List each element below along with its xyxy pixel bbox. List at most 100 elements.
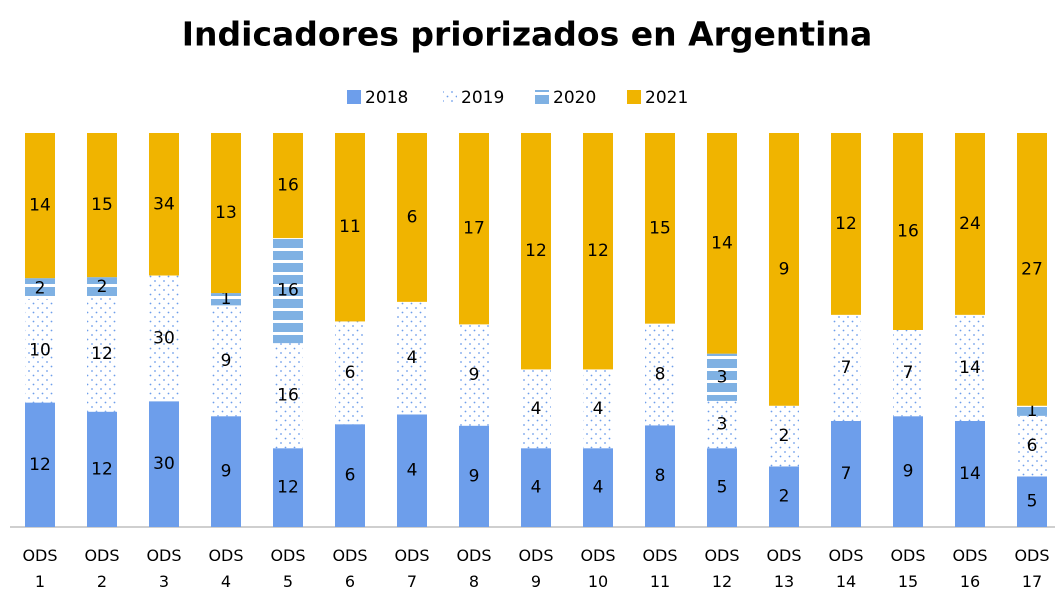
data-label: 11	[339, 217, 361, 237]
legend-swatch	[443, 90, 457, 104]
x-tick-label: ODS 1	[22, 546, 58, 591]
bar-segment	[955, 420, 985, 527]
data-label: 12	[587, 241, 609, 261]
data-label: 13	[215, 203, 237, 223]
bar-segment	[583, 448, 613, 527]
bar-segment	[149, 133, 179, 276]
x-tick-label: ODS 9	[518, 546, 554, 591]
bar-segment	[87, 411, 117, 527]
bar-segment	[273, 343, 303, 449]
bar-segment	[211, 133, 241, 294]
data-label: 16	[277, 281, 299, 301]
data-label: 2	[779, 487, 790, 507]
data-label: 24	[959, 214, 981, 234]
bar-segment	[459, 425, 489, 527]
x-tick-label: ODS 14	[828, 546, 864, 591]
data-label: 9	[779, 259, 790, 279]
data-label: 6	[345, 363, 356, 383]
x-tick-label: ODS 6	[332, 546, 368, 591]
data-label: 5	[1027, 492, 1038, 512]
bar-segment	[955, 133, 985, 315]
bar-segment	[521, 448, 551, 527]
bar-segment	[831, 420, 861, 527]
data-label: 9	[469, 466, 480, 486]
data-label: 34	[153, 194, 175, 214]
legend-label: 2021	[645, 88, 688, 108]
data-label: 10	[29, 341, 51, 361]
x-tick-label: ODS 13	[766, 546, 802, 591]
data-label: 16	[277, 176, 299, 196]
data-label: 7	[841, 464, 852, 484]
bar-segment	[459, 324, 489, 426]
data-label: 9	[469, 365, 480, 385]
bar-segment	[645, 425, 675, 527]
bar-segment	[149, 275, 179, 402]
bar-segment	[1017, 415, 1047, 477]
x-tick-label: ODS 17	[1014, 546, 1050, 591]
data-label: 17	[463, 219, 485, 239]
legend-label: 2019	[461, 88, 504, 108]
data-label: 3	[717, 367, 728, 387]
data-label: 9	[221, 351, 232, 371]
bar-segment	[1017, 405, 1047, 416]
data-label: 5	[717, 478, 728, 498]
bar-segment	[893, 133, 923, 330]
data-label: 4	[407, 461, 418, 481]
bar-segment	[211, 416, 241, 527]
data-label: 15	[91, 195, 113, 215]
legend-swatch	[347, 90, 361, 104]
bar-segment	[211, 293, 241, 306]
legend-label: 2018	[365, 88, 408, 108]
data-label: 4	[531, 399, 542, 419]
bar-segment	[769, 133, 799, 406]
data-label: 12	[91, 459, 113, 479]
bar-segment	[521, 133, 551, 370]
data-label: 4	[407, 348, 418, 368]
bar-segment	[831, 314, 861, 421]
bar-segment	[769, 466, 799, 527]
data-label: 16	[897, 222, 919, 242]
bar-segment	[831, 133, 861, 315]
data-label: 8	[655, 466, 666, 486]
bar-segment	[87, 296, 117, 412]
bar-segment	[707, 353, 737, 401]
x-tick-label: ODS 16	[952, 546, 988, 591]
bar-segment	[87, 133, 117, 278]
bar-segment	[25, 278, 55, 299]
bar-segment	[707, 400, 737, 449]
x-tick-label: ODS 11	[642, 546, 678, 591]
data-label: 1	[1027, 401, 1038, 421]
bar-segment	[397, 133, 427, 302]
data-label: 4	[531, 478, 542, 498]
bar-segment	[273, 133, 303, 239]
data-label: 30	[153, 328, 175, 348]
legend-label: 2020	[553, 88, 596, 108]
data-label: 2	[35, 279, 46, 299]
data-label: 12	[835, 214, 857, 234]
data-label: 4	[593, 399, 604, 419]
data-label: 12	[29, 455, 51, 475]
legend-swatch	[627, 90, 641, 104]
bar-segment	[335, 133, 365, 322]
data-label: 12	[91, 344, 113, 364]
bar-segment	[149, 401, 179, 527]
data-label: 7	[903, 363, 914, 383]
data-label: 12	[525, 241, 547, 261]
bar-segment	[521, 369, 551, 449]
bar-segment	[335, 321, 365, 425]
x-tick-label: ODS 12	[704, 546, 740, 591]
bar-segment	[273, 238, 303, 344]
data-label: 9	[221, 462, 232, 482]
data-label: 3	[717, 415, 728, 435]
bar-segment	[707, 133, 737, 354]
x-tick-label: ODS 3	[146, 546, 182, 591]
data-label: 14	[959, 358, 981, 378]
bar-segment	[1017, 476, 1047, 527]
data-label: 30	[153, 454, 175, 474]
data-label: 14	[959, 464, 981, 484]
data-label: 8	[655, 364, 666, 384]
bar-segment	[893, 416, 923, 527]
bar-segment	[211, 305, 241, 417]
data-label: 6	[345, 466, 356, 486]
